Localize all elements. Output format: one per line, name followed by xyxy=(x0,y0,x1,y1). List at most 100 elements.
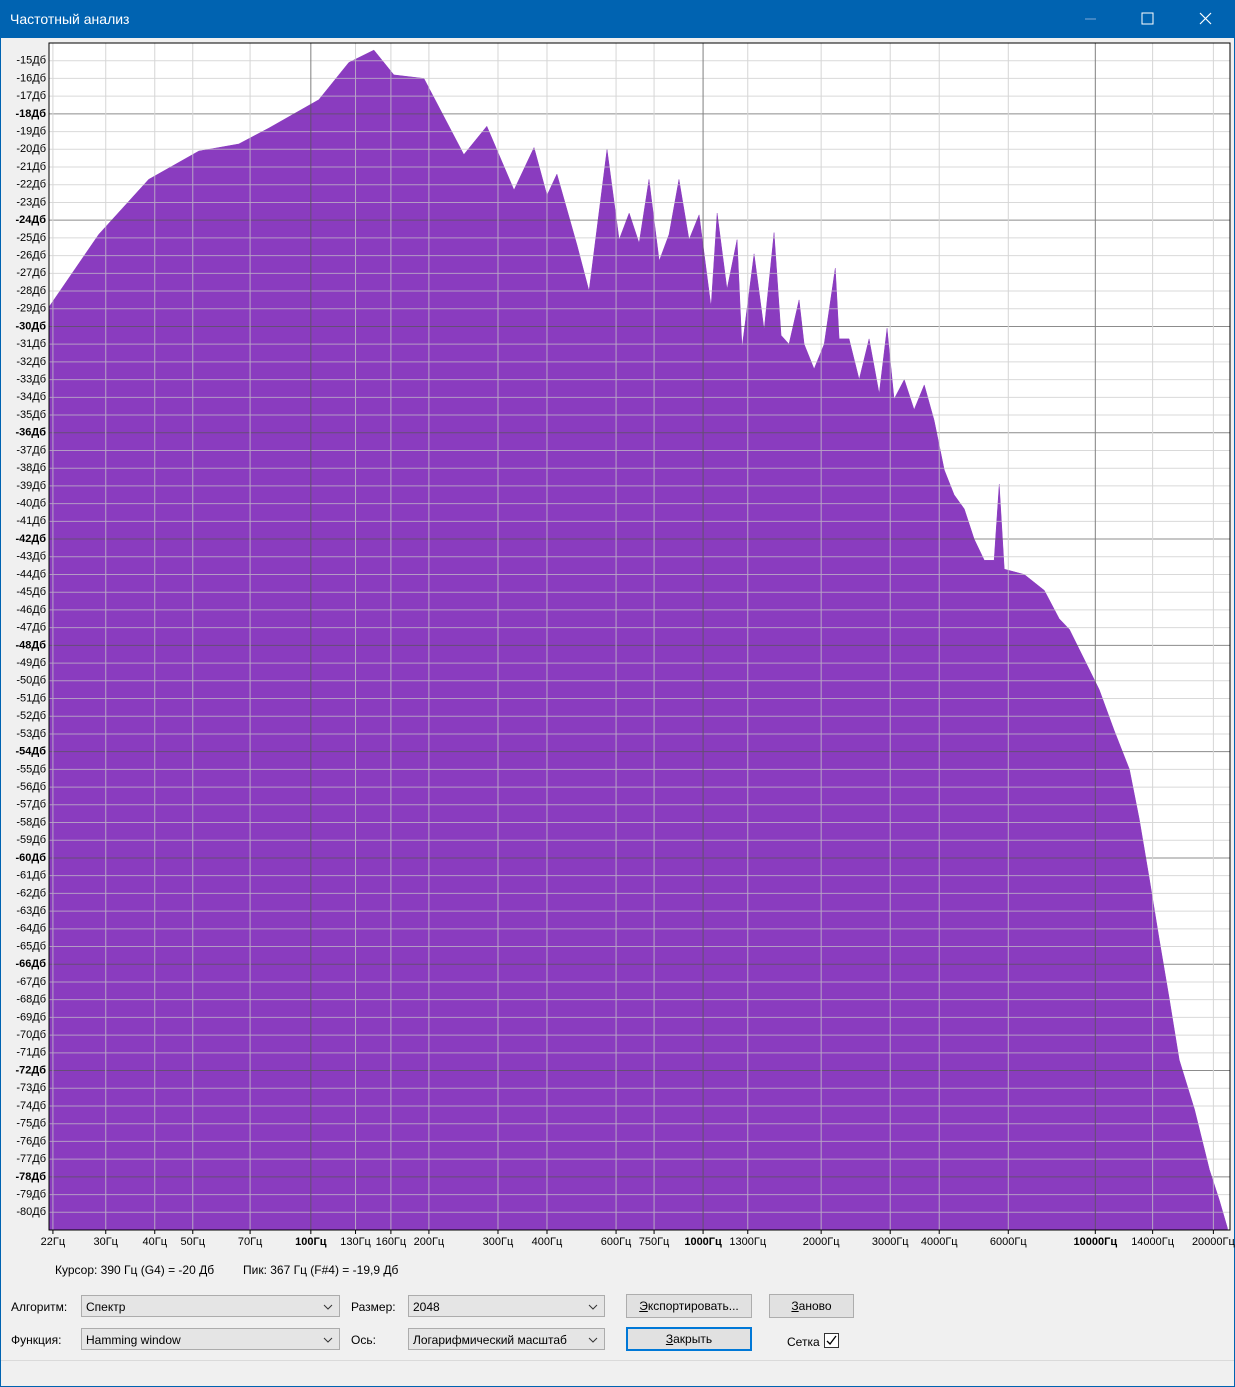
y-tick-label: -69Дб xyxy=(16,1011,46,1023)
y-tick-label: -70Дб xyxy=(16,1029,46,1041)
y-tick-label: -19Дб xyxy=(16,125,46,137)
cursor-readout: Курсор: 390 Гц (G4) = -20 Дб xyxy=(55,1263,215,1277)
y-tick-label: -44Дб xyxy=(16,568,46,580)
y-tick-label: -41Дб xyxy=(16,515,46,527)
dropdown-arrow xyxy=(323,1337,333,1343)
size-value: 2048 xyxy=(413,1300,440,1314)
y-tick-label: -30Дб xyxy=(15,320,46,332)
y-tick-label: -25Дб xyxy=(16,232,46,244)
function-select[interactable]: Hamming window xyxy=(81,1328,340,1350)
y-tick-label: -80Дб xyxy=(16,1206,46,1218)
x-tick-label: 100Гц xyxy=(295,1236,327,1248)
x-tick-label: 1000Гц xyxy=(684,1236,722,1248)
y-tick-label: -52Дб xyxy=(16,710,46,722)
y-tick-label: -71Дб xyxy=(16,1047,46,1059)
y-tick-label: -77Дб xyxy=(16,1153,46,1165)
y-tick-label: -16Дб xyxy=(16,72,46,84)
y-tick-label: -33Дб xyxy=(16,374,46,386)
y-tick-label: -64Дб xyxy=(16,923,46,935)
x-tick-label: 750Гц xyxy=(639,1236,670,1248)
x-tick-label: 4000Гц xyxy=(921,1236,958,1248)
x-tick-label: 6000Гц xyxy=(990,1236,1027,1248)
y-tick-label: -54Дб xyxy=(15,746,46,758)
y-tick-label: -49Дб xyxy=(16,657,46,669)
grid-checkbox[interactable] xyxy=(824,1333,839,1348)
y-tick-label: -72Дб xyxy=(15,1064,46,1076)
export-text: Экспортировать... xyxy=(639,1299,739,1313)
y-tick-label: -17Дб xyxy=(16,90,46,102)
y-tick-label: -47Дб xyxy=(16,622,46,634)
close-window-button[interactable] xyxy=(1199,12,1212,25)
window-buttons xyxy=(1085,12,1212,25)
size-select[interactable]: 2048 xyxy=(408,1295,605,1317)
x-tick-label: 50Гц xyxy=(181,1236,206,1248)
y-tick-label: -26Дб xyxy=(16,250,46,262)
reset-text: Заново xyxy=(791,1299,832,1313)
y-tick-label: -63Дб xyxy=(16,905,46,917)
y-tick-label: -24Дб xyxy=(15,214,46,226)
x-tick-label: 2000Гц xyxy=(803,1236,840,1248)
y-tick-label: -23Дб xyxy=(16,196,46,208)
peak-readout: Пик: 367 Гц (F#4) = -19,9 Дб xyxy=(243,1263,399,1277)
y-tick-label: -43Дб xyxy=(16,551,46,563)
x-tick-label: 22Гц xyxy=(41,1236,66,1248)
x-tick-label: 200Гц xyxy=(414,1236,445,1248)
function-label: Функция: xyxy=(11,1333,62,1347)
y-tick-label: -18Дб xyxy=(15,108,46,120)
x-tick-label: 70Гц xyxy=(238,1236,263,1248)
y-tick-label: -28Дб xyxy=(16,285,46,297)
x-tick-label: 130Гц xyxy=(340,1236,371,1248)
plot-border xyxy=(48,42,1231,1231)
y-tick-label: -22Дб xyxy=(16,179,46,191)
y-tick-label: -29Дб xyxy=(16,303,46,315)
y-tick-label: -66Дб xyxy=(15,958,46,970)
y-tick-label: -34Дб xyxy=(16,391,46,403)
close-button[interactable]: Закрыть xyxy=(626,1327,752,1351)
y-tick-label: -55Дб xyxy=(16,763,46,775)
x-tick-label: 30Гц xyxy=(93,1236,118,1248)
size-label: Размер: xyxy=(351,1300,396,1314)
y-tick-label: -51Дб xyxy=(16,692,46,704)
x-tick-label: 3000Гц xyxy=(872,1236,909,1248)
grid xyxy=(49,43,1230,1230)
x-tick-label: 300Гц xyxy=(483,1236,514,1248)
x-tick-label: 20000Гц xyxy=(1192,1236,1235,1248)
x-tick-label: 400Гц xyxy=(532,1236,563,1248)
algorithm-value: Спектр xyxy=(86,1300,126,1314)
y-tick-label: -39Дб xyxy=(16,480,46,492)
axis-value: Логарифмический масштаб xyxy=(413,1333,567,1347)
y-tick-label: -75Дб xyxy=(16,1118,46,1130)
x-tick-label: 600Гц xyxy=(601,1236,632,1248)
y-tick-label: -53Дб xyxy=(16,728,46,740)
spectrum-chart: -15Дб -16Дб -17Дб -18Дб -19Дб -20Дб -21Дб -22Дб… xyxy=(15,42,1235,1248)
function-value: Hamming window xyxy=(86,1333,181,1347)
y-tick-label: -40Дб xyxy=(16,498,46,510)
axis-select[interactable]: Логарифмический масштаб xyxy=(408,1328,605,1350)
y-tick-label: -45Дб xyxy=(16,586,46,598)
maximize-button[interactable] xyxy=(1141,12,1154,25)
y-tick-label: -58Дб xyxy=(16,816,46,828)
y-tick-label: -57Дб xyxy=(16,799,46,811)
y-tick-label: -78Дб xyxy=(15,1171,46,1183)
status-bar xyxy=(1,1360,1234,1361)
algorithm-label: Алгоритм: xyxy=(11,1300,68,1314)
y-tick-label: -65Дб xyxy=(16,940,46,952)
y-tick-label: -73Дб xyxy=(16,1082,46,1094)
reset-button[interactable]: Заново xyxy=(769,1294,854,1318)
y-tick-label: -60Дб xyxy=(15,852,46,864)
y-tick-label: -61Дб xyxy=(16,870,46,882)
export-button[interactable]: Экспортировать... xyxy=(626,1294,752,1318)
axis-label: Ось: xyxy=(351,1333,376,1347)
y-tick-label: -56Дб xyxy=(16,781,46,793)
algorithm-select[interactable]: Спектр xyxy=(81,1295,340,1317)
title-bar: Частотный анализ xyxy=(0,0,1235,38)
x-tick-label: 40Гц xyxy=(143,1236,168,1248)
y-tick-label: -74Дб xyxy=(16,1100,46,1112)
y-tick-label: -20Дб xyxy=(16,143,46,155)
y-tick-label: -35Дб xyxy=(16,409,46,421)
y-tick-label: -36Дб xyxy=(15,427,46,439)
y-tick-label: -42Дб xyxy=(15,533,46,545)
y-tick-label: -79Дб xyxy=(16,1188,46,1200)
y-tick-label: -48Дб xyxy=(15,639,46,651)
